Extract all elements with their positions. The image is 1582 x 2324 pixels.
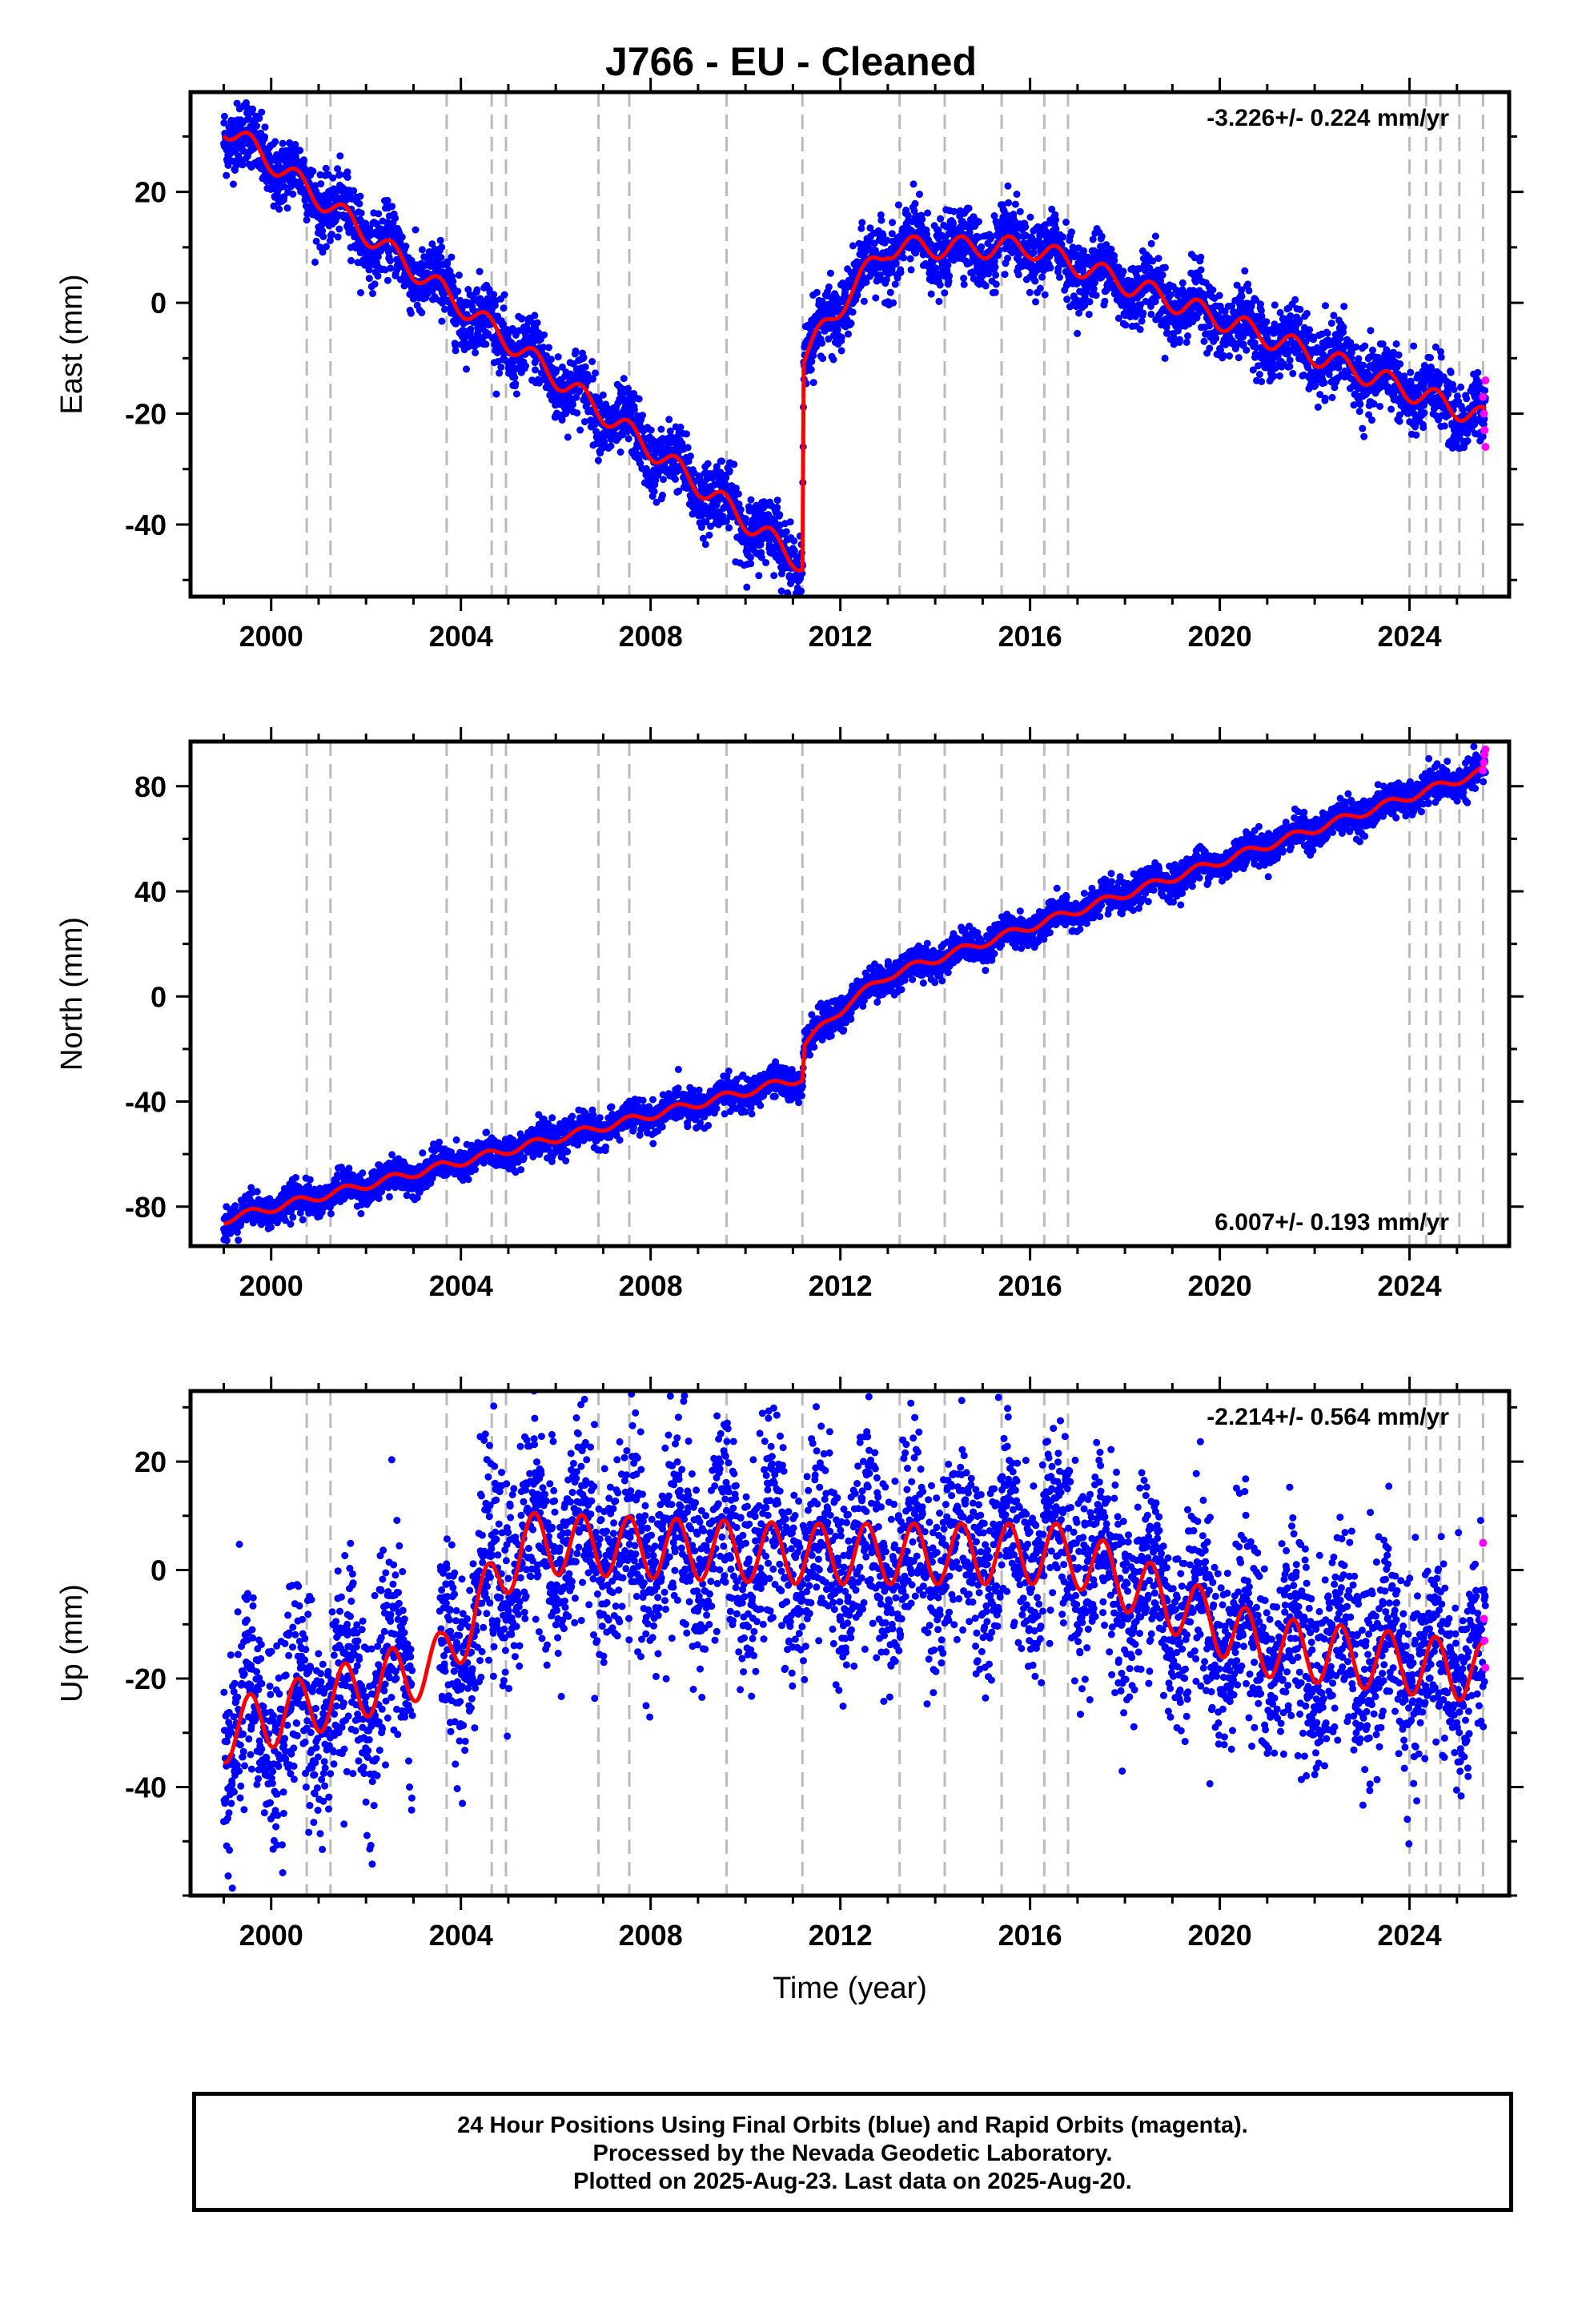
panel-2: 2000 2004 2008 2012 2016 2020 2024 -80 -40 0 40 80 N… [55, 727, 1524, 1302]
rapid-orbit-point [1481, 745, 1490, 754]
y-axis-label: North (mm) [55, 917, 89, 1071]
footer-line-1: 24 Hour Positions Using Final Orbits (bl… [457, 2113, 1248, 2138]
footer-line-2: Processed by the Nevada Geodetic Laborat… [592, 2141, 1113, 2166]
y-axis-label: East (mm) [55, 274, 89, 414]
x-tick-label: 2012 [809, 1269, 873, 1302]
panel-frame [188, 1389, 1512, 1898]
model-curve [222, 131, 1488, 573]
x-tick-label: 2024 [1378, 620, 1442, 653]
model-curve [223, 764, 1486, 1226]
y-tick-label: 20 [135, 176, 167, 209]
velocity-rate-label: -3.226+/- 0.224 mm/yr [1207, 105, 1449, 131]
rapid-orbit-point [1480, 1636, 1489, 1645]
rapid-orbit-point [1479, 766, 1488, 775]
rapid-orbit-point [1480, 426, 1489, 435]
x-tick-label: 2008 [619, 620, 683, 653]
rapid-orbit-point [1481, 443, 1490, 452]
x-tick-label: 2012 [809, 1919, 873, 1952]
plot-area [220, 742, 1490, 1246]
y-tick-label: 80 [135, 770, 167, 803]
y-tick-label: -40 [125, 1771, 167, 1804]
y-tick-label: 0 [151, 1554, 167, 1587]
footer-line-3: Plotted on 2025-Aug-23. Last data on 202… [573, 2169, 1132, 2194]
x-tick-label: 2000 [239, 1269, 303, 1302]
final-orbit-points [220, 742, 1489, 1244]
x-tick-label: 2024 [1378, 1919, 1442, 1952]
x-tick-label: 2008 [619, 1919, 683, 1952]
panel-frame [188, 90, 1512, 599]
x-tick-label: 2000 [239, 620, 303, 653]
x-tick-label: 2004 [429, 620, 493, 653]
y-tick-label: 40 [135, 875, 167, 908]
y-tick-label: -40 [125, 509, 167, 541]
x-tick-label: 2020 [1188, 620, 1252, 653]
rapid-orbit-point [1479, 1538, 1488, 1547]
rapid-orbit-point [1480, 409, 1488, 418]
rapid-orbit-point [1480, 1614, 1488, 1623]
model-curve [223, 1510, 1488, 1765]
y-tick-label: -20 [125, 398, 167, 431]
velocity-rate-label: -2.214+/- 0.564 mm/yr [1207, 1404, 1449, 1430]
rapid-orbit-point [1480, 758, 1488, 767]
x-tick-label: 2024 [1378, 1269, 1442, 1302]
y-tick-label: 0 [151, 287, 167, 320]
x-tick-label: 2016 [998, 620, 1062, 653]
x-tick-label: 2004 [429, 1269, 493, 1302]
x-tick-label: 2020 [1188, 1269, 1252, 1302]
rapid-orbit-point [1481, 1663, 1490, 1672]
rapid-orbit-point [1481, 376, 1490, 384]
y-tick-label: -20 [125, 1663, 167, 1695]
x-tick-label: 2008 [619, 1269, 683, 1302]
chart-title: J766 - EU - Cleaned [604, 39, 978, 84]
plot-area [220, 92, 1490, 597]
x-tick-label: 2016 [998, 1269, 1062, 1302]
y-tick-label: -40 [125, 1086, 167, 1119]
panel-frame [188, 739, 1512, 1248]
velocity-rate-label: 6.007+/- 0.193 mm/yr [1215, 1209, 1449, 1236]
y-tick-label: 20 [135, 1445, 167, 1478]
y-tick-label: 0 [151, 980, 167, 1013]
final-orbit-points [220, 99, 1489, 597]
plot-area [220, 1391, 1490, 1896]
x-tick-label: 2020 [1188, 1919, 1252, 1952]
x-tick-label: 2004 [429, 1919, 493, 1952]
rapid-orbit-point [1479, 392, 1488, 401]
y-axis-label: Up (mm) [55, 1584, 89, 1703]
footer-note: 24 Hour Positions Using Final Orbits (bl… [192, 2092, 1513, 2212]
x-tick-label: 2012 [809, 620, 873, 653]
x-tick-label: 2016 [998, 1919, 1062, 1952]
y-tick-label: -80 [125, 1191, 167, 1224]
panel-3: 2000 2004 2008 2012 2016 2020 2024 -40 -20 0 20 Up … [55, 1377, 1524, 2005]
x-tick-label: 2000 [239, 1919, 303, 1952]
x-axis-label: Time (year) [773, 1972, 927, 2005]
panel-1: 2000 2004 2008 2012 2016 2020 2024 -40 -20 0 20 Eas… [55, 78, 1524, 653]
